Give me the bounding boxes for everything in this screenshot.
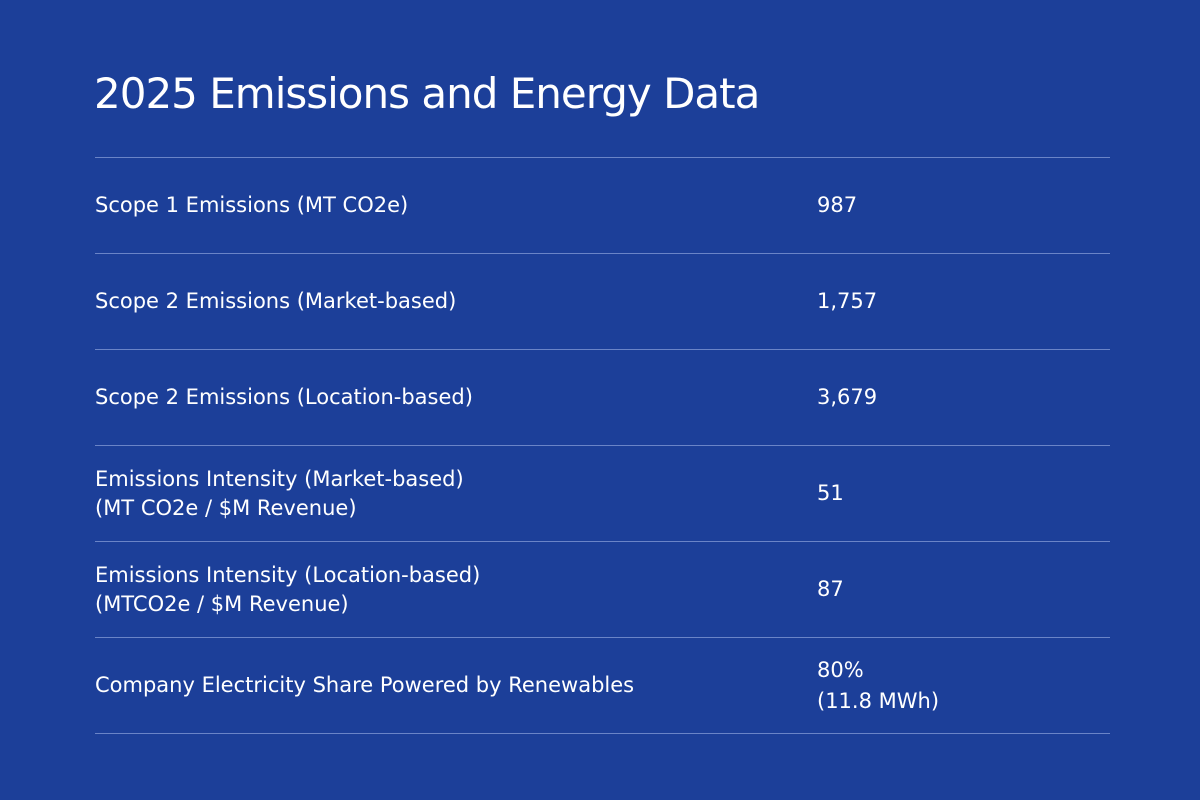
row-value-text: 1,757 — [817, 289, 878, 313]
table-row: Emissions Intensity (Location-based) (MT… — [95, 542, 1110, 638]
row-label-text: Emissions Intensity (Location-based) — [95, 562, 481, 587]
row-value-text: 3,679 — [817, 385, 878, 409]
table-row: Scope 2 Emissions (Location-based) 3,679 — [95, 350, 1110, 446]
row-value: 987 — [817, 190, 857, 221]
row-label: Company Electricity Share Powered by Ren… — [95, 671, 817, 700]
table-row: Company Electricity Share Powered by Ren… — [95, 638, 1110, 734]
table-row: Scope 1 Emissions (MT CO2e) 987 — [95, 158, 1110, 254]
row-label: Emissions Intensity (Market-based) (MT C… — [95, 465, 817, 523]
row-label-text: Emissions Intensity (Market-based) — [95, 466, 464, 491]
row-value-subtext: (11.8 MWh) — [817, 688, 940, 713]
row-label-subtext: (MTCO2e / $M Revenue) — [95, 591, 349, 616]
row-label-text: Scope 2 Emissions (Location-based) — [95, 385, 473, 409]
row-label-subtext: (MT CO2e / $M Revenue) — [95, 495, 357, 520]
row-label-text: Scope 1 Emissions (MT CO2e) — [95, 193, 409, 217]
row-value-text: 87 — [817, 577, 844, 601]
row-label: Scope 2 Emissions (Location-based) — [95, 383, 817, 412]
row-label-text: Company Electricity Share Powered by Ren… — [95, 673, 635, 697]
row-value-text: 51 — [817, 481, 844, 505]
row-value-text: 80% — [817, 657, 864, 682]
row-value: 1,757 — [817, 286, 877, 317]
emissions-table: Scope 1 Emissions (MT CO2e) 987 Scope 2 … — [95, 157, 1110, 734]
row-value: 3,679 — [817, 382, 877, 413]
row-label: Emissions Intensity (Location-based) (MT… — [95, 561, 817, 619]
row-value-text: 987 — [817, 193, 858, 217]
row-value: 80% (11.8 MWh) — [817, 655, 939, 717]
row-label-text: Scope 2 Emissions (Market-based) — [95, 289, 457, 313]
row-label: Scope 2 Emissions (Market-based) — [95, 287, 817, 316]
page-title: 2025 Emissions and Energy Data — [94, 69, 760, 118]
row-value: 51 — [817, 478, 844, 509]
row-label: Scope 1 Emissions (MT CO2e) — [95, 191, 817, 220]
row-value: 87 — [817, 574, 844, 605]
table-row: Scope 2 Emissions (Market-based) 1,757 — [95, 254, 1110, 350]
table-row: Emissions Intensity (Market-based) (MT C… — [95, 446, 1110, 542]
